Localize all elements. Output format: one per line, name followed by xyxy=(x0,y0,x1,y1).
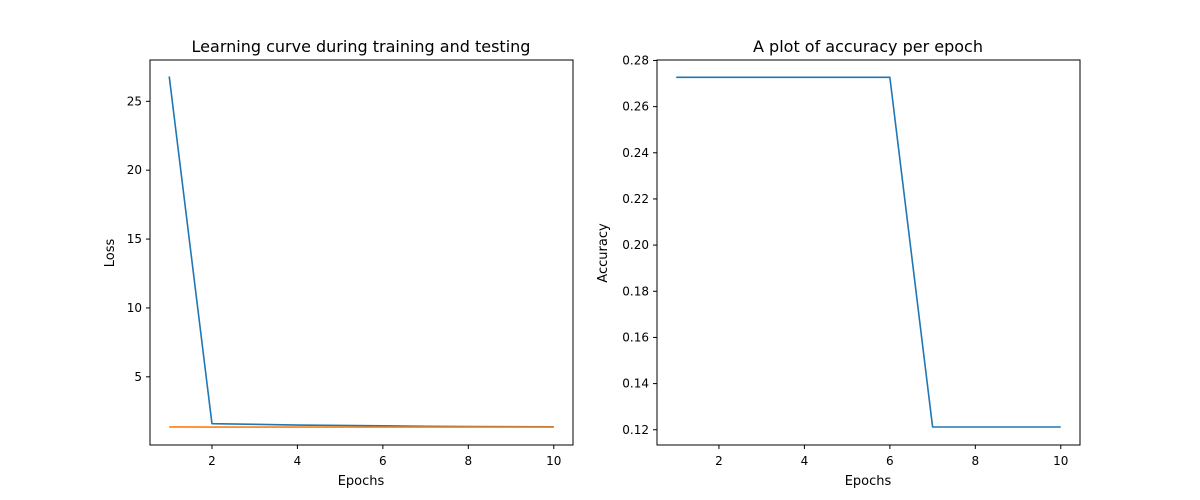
loss-xtick-label: 8 xyxy=(464,454,472,468)
loss-ytick-label: 25 xyxy=(127,94,142,108)
loss-xtick-label: 10 xyxy=(546,454,561,468)
accuracy-chart-xlabel: Epochs xyxy=(845,474,892,489)
accuracy-ytick-label: 0.18 xyxy=(622,284,649,298)
accuracy-xtick-label: 4 xyxy=(801,454,809,468)
loss-chart-ylabel: Loss xyxy=(103,239,118,268)
accuracy-plot-frame xyxy=(656,59,1081,446)
loss-ytick-label: 10 xyxy=(127,301,142,315)
loss-chart-title: Learning curve during training and testi… xyxy=(192,37,531,56)
accuracy-ytick-label: 0.28 xyxy=(622,53,649,67)
accuracy-tick-layer: 2 4 6 8 10 0.12 0.14 0.16 0.18 0.20 0.22 0.24 0.26 0.… xyxy=(622,53,1068,468)
loss-xtick-label: 4 xyxy=(294,454,302,468)
loss-ytick-label: 20 xyxy=(127,163,142,177)
accuracy-xtick-label: 10 xyxy=(1053,454,1068,468)
loss-ytick-label: 15 xyxy=(127,232,142,246)
accuracy-series-line-1 xyxy=(676,76,1061,428)
loss-series-layer xyxy=(168,76,554,428)
accuracy-xtick-label: 8 xyxy=(971,454,979,468)
accuracy-chart-ylabel: Accuracy xyxy=(596,223,611,283)
accuracy-ytick-label: 0.16 xyxy=(622,330,649,344)
accuracy-chart-title: A plot of accuracy per epoch xyxy=(753,37,983,56)
accuracy-chart: A plot of accuracy per epoch Epochs Accu… xyxy=(596,37,1081,489)
accuracy-xtick-label: 6 xyxy=(886,454,894,468)
loss-xtick-label: 6 xyxy=(379,454,387,468)
accuracy-ytick-label: 0.20 xyxy=(622,238,649,252)
accuracy-xtick-label: 2 xyxy=(715,454,723,468)
loss-xtick-label: 2 xyxy=(208,454,216,468)
loss-ytick-label: 5 xyxy=(134,370,142,384)
accuracy-ytick-label: 0.14 xyxy=(622,377,649,391)
loss-chart-xlabel: Epochs xyxy=(338,474,385,489)
accuracy-series-layer xyxy=(676,76,1061,428)
accuracy-ytick-label: 0.22 xyxy=(622,192,649,206)
accuracy-ytick-label: 0.12 xyxy=(622,423,649,437)
accuracy-ytick-label: 0.26 xyxy=(622,100,649,114)
accuracy-ytick-label: 0.24 xyxy=(622,146,649,160)
loss-plot-frame xyxy=(149,59,574,446)
loss-tick-layer: 2 4 6 8 10 5 10 15 20 25 xyxy=(127,94,562,468)
loss-chart: Learning curve during training and testi… xyxy=(103,37,574,489)
